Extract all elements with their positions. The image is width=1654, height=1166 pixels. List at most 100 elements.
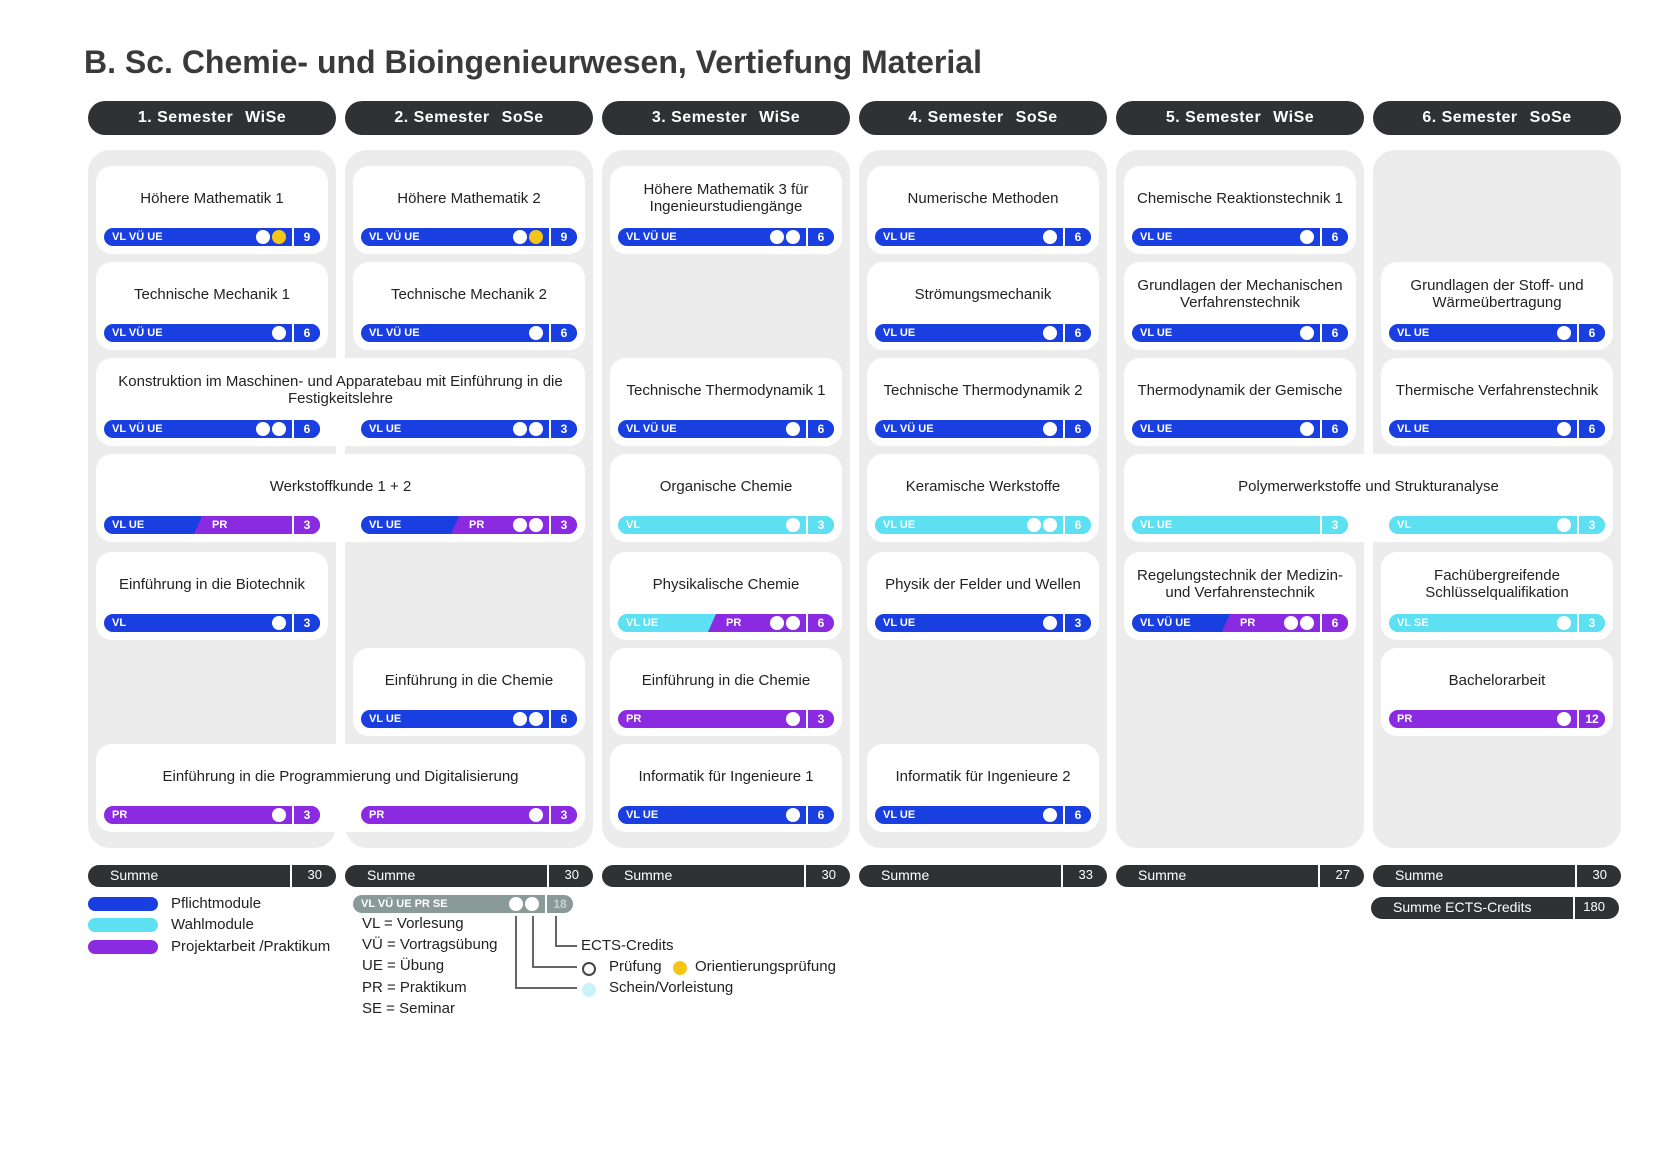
module-card[interactable]: Grundlagen der Stoff- und Wärmeübertragu… — [1381, 262, 1613, 350]
module-card[interactable]: Technische Thermodynamik 1 VL VÜ UE 6 — [610, 358, 842, 446]
exam-dots — [513, 516, 549, 534]
pruefung-icon — [529, 712, 543, 726]
course-types: PR — [626, 713, 642, 725]
exam-dots — [1043, 806, 1063, 824]
module-card[interactable]: Einführung in die Chemie VL UE 6 — [353, 648, 585, 736]
module-name: Einführung in die Chemie — [641, 671, 811, 689]
exam-dots — [786, 516, 806, 534]
course-types: VL — [1397, 519, 1412, 531]
semester-header-label: 4. Semester — [908, 109, 1004, 126]
course-types: VL UE — [369, 519, 402, 531]
semester-sum: Summe 30 — [345, 865, 593, 887]
module-card[interactable]: Chemische Reaktionstechnik 1 VL UE 6 — [1124, 166, 1356, 254]
course-types: VL VÜ UE — [112, 327, 163, 339]
module-card[interactable]: Konstruktion im Maschinen- und Apparateb… — [96, 358, 585, 446]
module-bar: VL UE 6 — [1132, 228, 1348, 246]
module-card[interactable]: Höhere Mathematik 1 VL VÜ UE 9 — [96, 166, 328, 254]
module-card[interactable]: Technische Thermodynamik 2 VL VÜ UE 6 — [867, 358, 1099, 446]
ects-value: 3 — [549, 420, 577, 438]
ects-value: 3 — [806, 516, 834, 534]
course-types: VL — [112, 617, 127, 629]
course-types: VL VÜ UE — [626, 423, 677, 435]
module-card[interactable]: Fachübergreifende Schlüsselqualifikation… — [1381, 552, 1613, 640]
ects-value: 6 — [1320, 614, 1348, 632]
semester-sum-divider — [547, 865, 549, 887]
semester-header-term: WiSe — [245, 109, 287, 126]
exam-dots — [1043, 228, 1063, 246]
module-card[interactable]: Informatik für Ingenieure 1 VL UE 6 — [610, 744, 842, 832]
semester-sum-label: Summe — [1395, 867, 1444, 883]
module-card[interactable]: Technische Mechanik 2 VL VÜ UE 6 — [353, 262, 585, 350]
module-card[interactable]: Einführung in die Programmierung und Dig… — [96, 744, 585, 832]
course-types-secondary: PR — [194, 516, 286, 534]
module-name: Höhere Mathematik 1 — [140, 189, 284, 207]
module-card[interactable]: Physik der Felder und Wellen VL UE 3 — [867, 552, 1099, 640]
course-types-secondary: PR — [451, 516, 513, 534]
pruefung-icon — [513, 518, 527, 532]
module-bar: VL UE 3 — [361, 420, 577, 438]
ects-value: 6 — [806, 420, 834, 438]
course-types: VL UE — [1140, 519, 1173, 531]
exam-dots — [1557, 614, 1577, 632]
exam-dots — [513, 710, 549, 728]
semester-sum-divider — [290, 865, 292, 887]
module-card[interactable]: Technische Mechanik 1 VL VÜ UE 6 — [96, 262, 328, 350]
module-card[interactable]: Thermodynamik der Gemische VL UE 6 — [1124, 358, 1356, 446]
pruefung-icon — [272, 326, 286, 340]
legend-connector — [555, 916, 557, 947]
legend-ects-label: ECTS-Credits — [581, 937, 674, 954]
module-card[interactable]: Informatik für Ingenieure 2 VL UE 6 — [867, 744, 1099, 832]
legend-connector — [515, 916, 517, 989]
course-types: VL UE — [1397, 327, 1430, 339]
semester-sum-value: 30 — [821, 867, 836, 882]
module-card[interactable]: Regelungstechnik der Medizin- und Verfah… — [1124, 552, 1356, 640]
semester-sum-divider — [1061, 865, 1063, 887]
course-types: VL SE — [1397, 617, 1429, 629]
module-name: Thermodynamik der Gemische — [1137, 381, 1343, 399]
module-name: Chemische Reaktionstechnik 1 — [1137, 189, 1343, 207]
module-name: Grundlagen der Mechanischen Verfahrenste… — [1137, 277, 1343, 311]
module-card[interactable]: Einführung in die Biotechnik VL 3 — [96, 552, 328, 640]
ects-value: 6 — [806, 806, 834, 824]
module-bar: VL UE 6 — [875, 324, 1091, 342]
ects-value: 6 — [1577, 420, 1605, 438]
course-types: VL VÜ UE — [369, 327, 420, 339]
legend-label-wahl: Wahlmodule — [171, 916, 254, 933]
course-types: VL VÜ UE — [369, 231, 420, 243]
exam-dots — [1300, 228, 1320, 246]
module-card[interactable]: Organische Chemie VL 3 — [610, 454, 842, 542]
exam-dots — [1043, 324, 1063, 342]
course-types-secondary: PR — [1222, 614, 1284, 632]
module-name: Organische Chemie — [659, 477, 793, 495]
course-types: VL UE — [883, 231, 916, 243]
pruefung-icon — [1043, 808, 1057, 822]
module-card[interactable]: Strömungsmechanik VL UE 6 — [867, 262, 1099, 350]
module-card[interactable]: Einführung in die Chemie PR 3 — [610, 648, 842, 736]
module-bar: VL UE PR 3 — [361, 516, 577, 534]
ects-value: 6 — [1320, 228, 1348, 246]
exam-dots — [272, 614, 292, 632]
module-card[interactable]: Numerische Methoden VL UE 6 — [867, 166, 1099, 254]
module-card[interactable]: Bachelorarbeit PR 12 — [1381, 648, 1613, 736]
legend-connector — [532, 966, 577, 968]
module-card[interactable]: Grundlagen der Mechanischen Verfahrenste… — [1124, 262, 1356, 350]
module-card[interactable]: Werkstoffkunde 1 + 2 VL UE PR 3 VL UE PR 3 — [96, 454, 585, 542]
course-types: VL UE — [883, 809, 916, 821]
module-card[interactable]: Keramische Werkstoffe VL UE 6 — [867, 454, 1099, 542]
semester-header-term: WiSe — [759, 109, 801, 126]
module-card[interactable]: Höhere Mathematik 2 VL VÜ UE 9 — [353, 166, 585, 254]
module-card[interactable]: Höhere Mathematik 3 für Ingenieurstudien… — [610, 166, 842, 254]
legend-abbr-vue: VÜ = Vortragsübung — [362, 936, 498, 953]
module-card[interactable]: Physikalische Chemie VL UE PR 6 — [610, 552, 842, 640]
semester-header-term: SoSe — [501, 109, 544, 126]
pruefung-icon — [1043, 230, 1057, 244]
semester-sum-divider — [1575, 865, 1577, 887]
legend-label-projekt: Projektarbeit /Praktikum — [171, 938, 331, 955]
semester-sum-value: 30 — [564, 867, 579, 882]
exam-dots — [513, 420, 549, 438]
module-card[interactable]: Thermische Verfahrenstechnik VL UE 6 — [1381, 358, 1613, 446]
pruefung-icon — [786, 518, 800, 532]
course-types: VL UE — [112, 519, 145, 531]
module-name: Konstruktion im Maschinen- und Apparateb… — [118, 373, 563, 407]
module-card[interactable]: Polymerwerkstoffe und Strukturanalyse VL … — [1124, 454, 1613, 542]
